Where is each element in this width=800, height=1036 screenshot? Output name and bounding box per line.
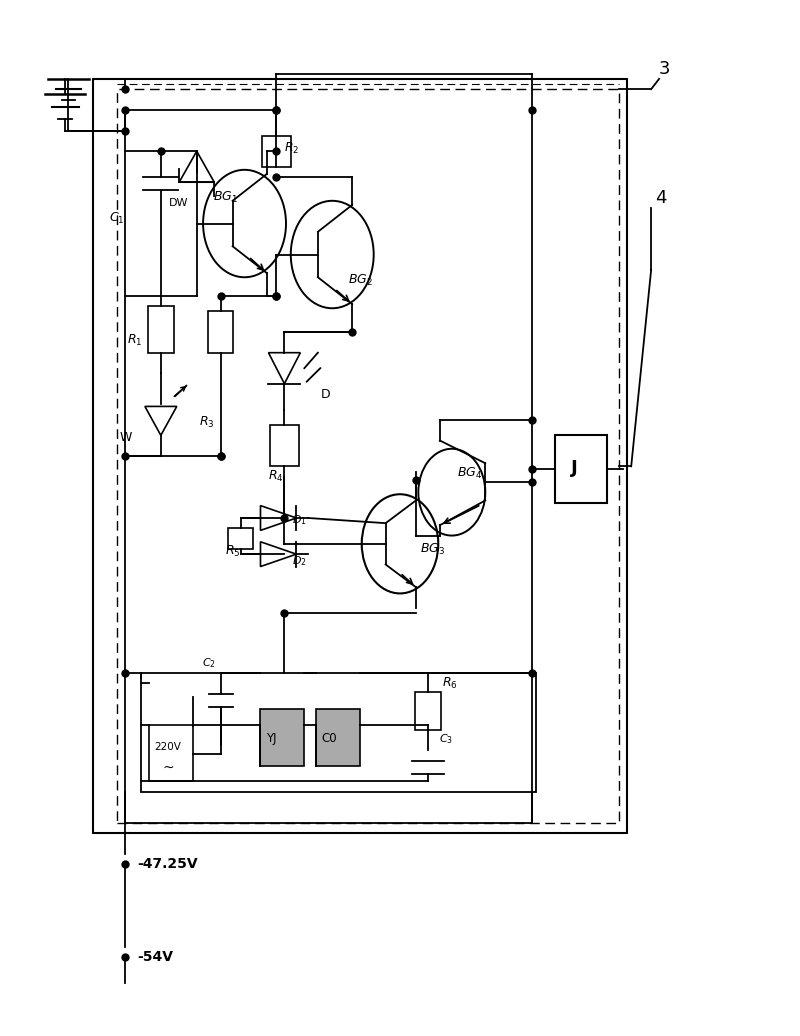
Text: $BG_2$: $BG_2$ — [348, 272, 373, 288]
Text: $D_1$: $D_1$ — [292, 513, 307, 527]
Bar — [555, 435, 607, 502]
Text: DW: DW — [169, 198, 188, 208]
Text: $C_1$: $C_1$ — [109, 210, 125, 226]
Text: -47.25V: -47.25V — [137, 857, 198, 871]
Text: C0: C0 — [322, 731, 338, 745]
Text: YJ: YJ — [266, 731, 277, 745]
Text: 220V: 220V — [154, 743, 182, 752]
Text: $R_3$: $R_3$ — [199, 415, 214, 431]
Bar — [141, 673, 535, 792]
Text: $C_2$: $C_2$ — [202, 656, 216, 669]
Text: $R_4$: $R_4$ — [269, 469, 284, 484]
Text: -54V: -54V — [137, 950, 173, 965]
Text: 4: 4 — [655, 189, 666, 207]
Bar — [262, 136, 290, 167]
Text: D: D — [320, 387, 330, 401]
Bar — [270, 425, 298, 466]
Text: J: J — [570, 459, 578, 478]
Text: $D_2$: $D_2$ — [292, 554, 307, 569]
Bar — [228, 528, 254, 549]
Bar — [415, 692, 441, 729]
Bar — [93, 79, 627, 833]
Text: $R_5$: $R_5$ — [225, 544, 240, 558]
Bar — [316, 710, 360, 766]
Bar — [117, 89, 619, 823]
Bar — [149, 724, 193, 781]
Text: $BG_1$: $BG_1$ — [213, 191, 238, 205]
Text: $R_6$: $R_6$ — [442, 675, 458, 691]
Text: W: W — [119, 431, 132, 443]
Text: $C_3$: $C_3$ — [439, 732, 453, 746]
Bar — [148, 307, 174, 352]
Bar — [208, 312, 234, 352]
Text: $R_1$: $R_1$ — [127, 333, 142, 348]
Bar — [261, 710, 304, 766]
Text: ~: ~ — [162, 761, 174, 775]
Text: $R_2$: $R_2$ — [285, 141, 300, 155]
Text: $BG_4$: $BG_4$ — [458, 466, 482, 481]
Text: $BG_3$: $BG_3$ — [420, 542, 445, 556]
Text: 3: 3 — [659, 59, 670, 78]
